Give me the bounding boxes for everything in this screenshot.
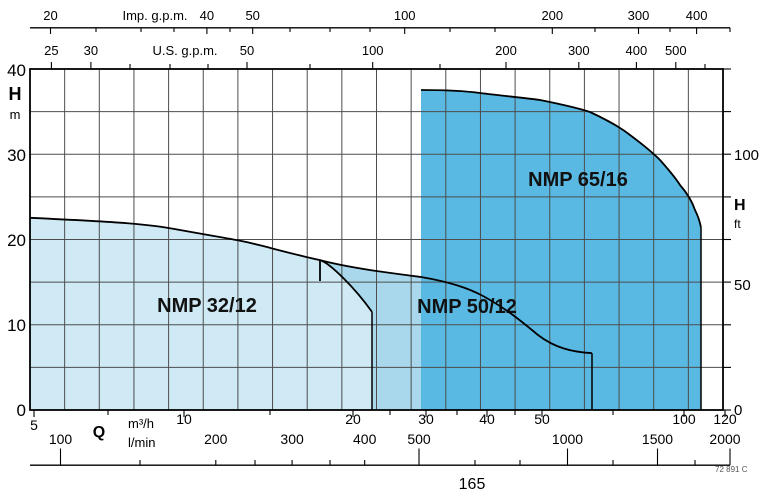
svg-text:H: H [9,84,22,104]
svg-text:50: 50 [240,43,254,58]
svg-text:200: 200 [541,8,563,23]
svg-text:NMP 32/12: NMP 32/12 [157,295,257,317]
svg-text:5: 5 [30,417,38,433]
svg-text:50: 50 [245,8,259,23]
svg-text:300: 300 [568,43,590,58]
svg-text:100: 100 [734,147,759,164]
svg-text:U.S. g.p.m.: U.S. g.p.m. [152,43,217,58]
svg-text:400: 400 [353,431,377,447]
svg-text:30: 30 [84,43,98,58]
svg-text:H: H [734,197,746,214]
svg-text:2000: 2000 [709,431,740,447]
svg-text:500: 500 [665,43,687,58]
svg-text:30: 30 [7,146,26,165]
svg-text:20: 20 [7,231,26,250]
svg-text:Imp. g.p.m.: Imp. g.p.m. [122,8,187,23]
svg-text:1500: 1500 [642,431,673,447]
svg-text:40: 40 [200,8,214,23]
svg-text:m³/h: m³/h [128,416,154,431]
svg-text:30: 30 [418,411,434,427]
svg-text:72 891 C: 72 891 C [715,465,748,474]
svg-text:200: 200 [495,43,517,58]
svg-text:0: 0 [17,401,26,420]
svg-text:10: 10 [176,411,192,427]
svg-text:1000: 1000 [552,431,583,447]
svg-text:10: 10 [7,316,26,335]
svg-text:100: 100 [394,8,416,23]
svg-text:l/min: l/min [128,435,155,450]
svg-text:25: 25 [44,43,58,58]
svg-text:500: 500 [407,431,431,447]
svg-text:400: 400 [626,43,648,58]
svg-text:m: m [10,107,21,122]
svg-text:100: 100 [672,411,696,427]
svg-text:50: 50 [534,411,550,427]
svg-text:20: 20 [43,8,57,23]
svg-text:20: 20 [345,411,361,427]
svg-text:165: 165 [459,476,486,493]
svg-text:200: 200 [204,431,228,447]
svg-text:300: 300 [280,431,304,447]
svg-text:Q: Q [93,424,105,441]
svg-text:300: 300 [628,8,650,23]
svg-text:50: 50 [734,277,751,294]
svg-text:100: 100 [49,431,73,447]
svg-text:NMP 65/16: NMP 65/16 [528,169,628,191]
svg-text:100: 100 [362,43,384,58]
svg-text:40: 40 [479,411,495,427]
svg-text:400: 400 [686,8,708,23]
svg-text:40: 40 [7,61,26,80]
svg-text:120: 120 [713,411,737,427]
svg-text:ft: ft [734,217,741,231]
